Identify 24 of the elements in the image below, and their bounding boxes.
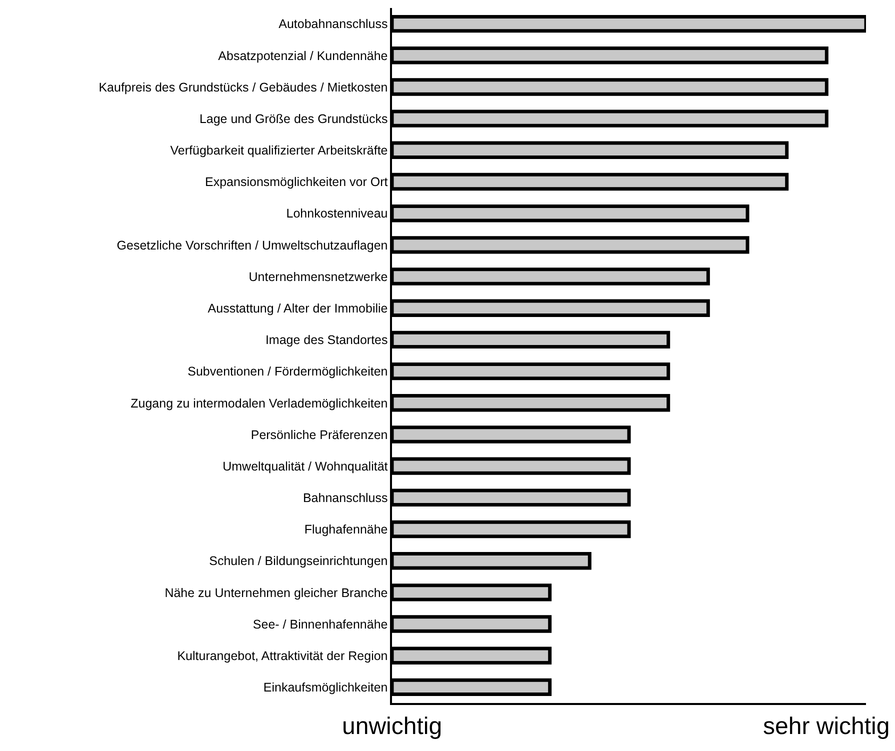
text: sehr wichtig [763,713,890,740]
y-tick-label: Flughafennähe [304,522,388,537]
y-tick-label: Lohnkostenniveau [286,206,388,221]
text: unwichtig [342,713,442,740]
y-tick-label: Ausstattung / Alter der Immobilie [208,301,388,316]
y-tick-label: Umweltqualität / Wohnqualität [222,459,388,474]
y-tick-label: See- / Binnenhafennähe [252,617,388,632]
y-tick-label: Lage und Größe des Grundstücks [199,112,388,126]
y-tick-label: Persönliche Präferenzen [250,428,388,442]
y-tick-label: Zugang zu intermodalen Verlademöglichkeiten [130,396,388,410]
y-tick-label: Image des Standortes [265,333,388,348]
y-tick-label: Expansionsmöglichkeiten vor Ort [205,175,388,190]
y-tick-label: Nähe zu Unternehmen gleicher Branche [164,586,388,600]
y-tick-label: Verfügbarkeit qualifizierter Arbeitskräfte [170,144,388,158]
y-tick-label: Kulturangebot, Attraktivität der Region [177,648,388,663]
y-tick-label: Bahnanschluss [302,491,388,506]
y-tick-label: Autobahnanschluss [278,17,388,32]
y-tick-label: Gesetzliche Vorschriften / Umweltschutzauflagen [116,238,388,252]
y-tick-label: Kaufpreis des Grundstücks / Gebäudes / Mietkosten [98,80,388,94]
y-tick-label: Schulen / Bildungseinrichtungen [209,554,388,568]
y-tick-label: Unternehmensnetzwerke [248,270,388,284]
y-tick-label: Einkaufsmöglichkeiten [263,680,388,695]
y-tick-label: Subventionen / Fördermöglichkeiten [188,364,388,379]
y-tick-label: Absatzpotenzial / Kundennähe [218,48,388,63]
